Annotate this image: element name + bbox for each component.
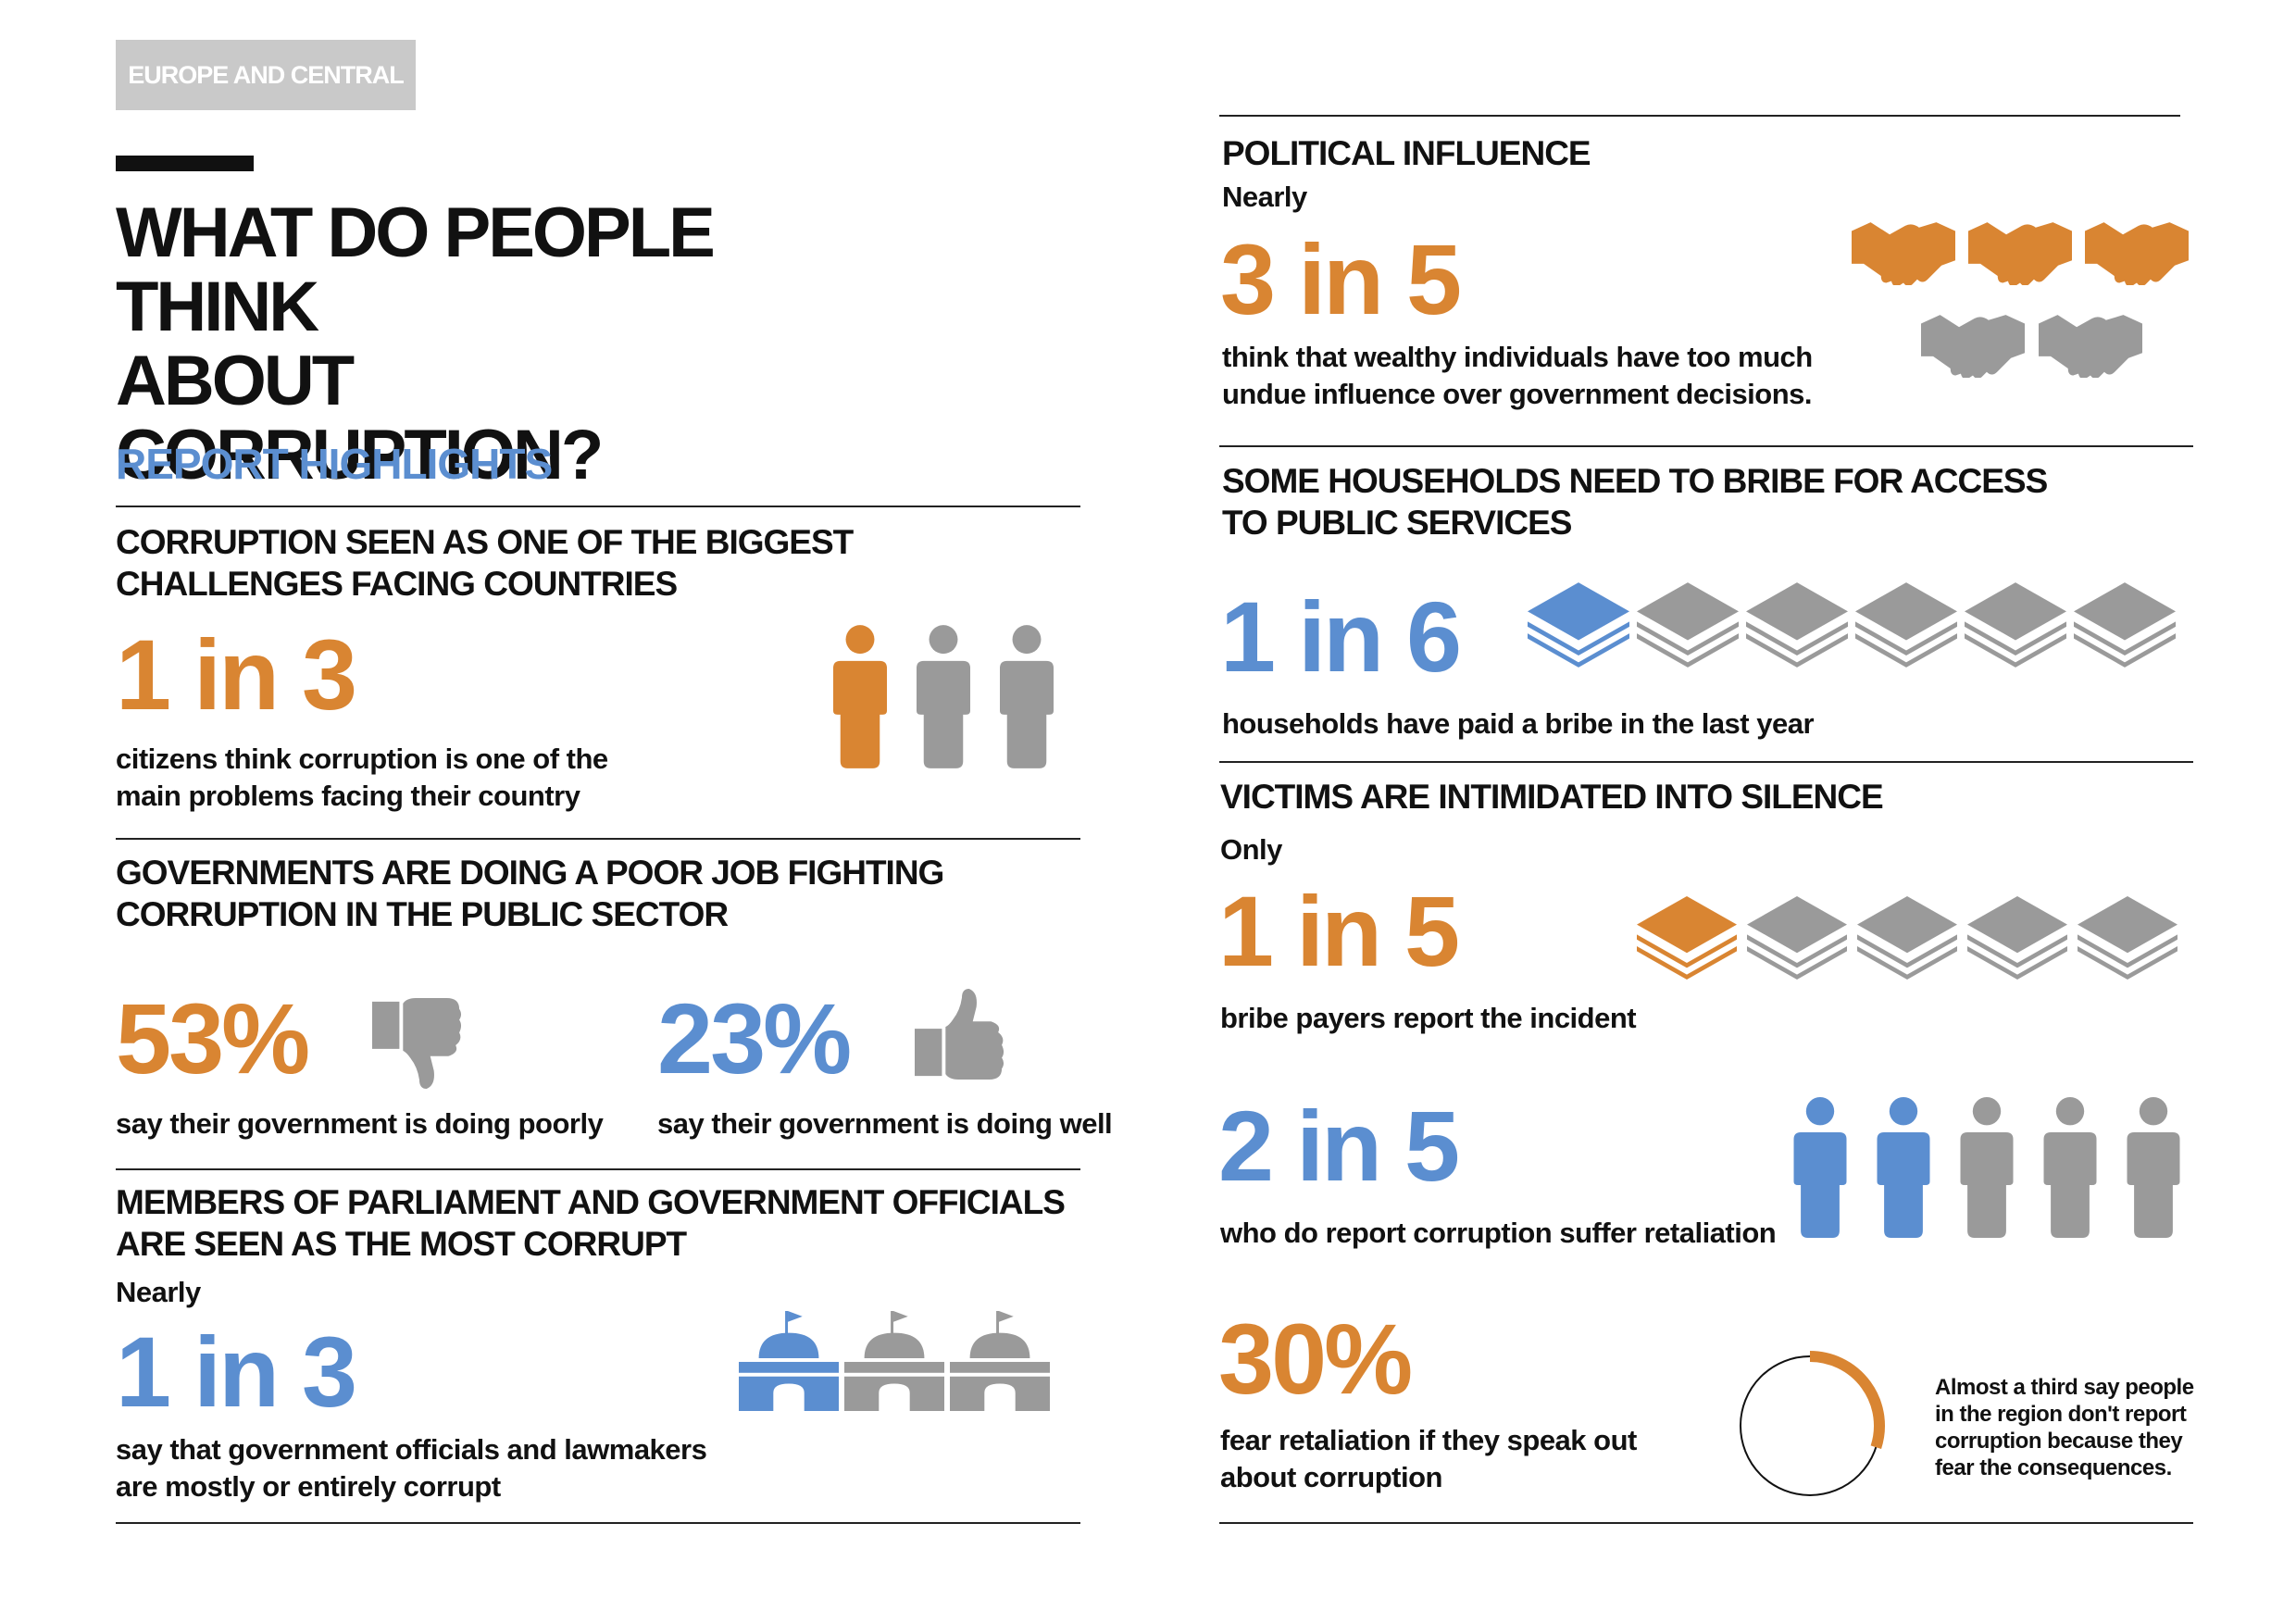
households-heading: SOME HOUSEHOLDS NEED TO BRIBE FOR ACCESS… bbox=[1222, 460, 2048, 543]
fear-note-line-1: Almost a third say people bbox=[1935, 1375, 2194, 1400]
victims-text: bribe payers report the incident bbox=[1220, 1002, 1637, 1034]
money-stack-icon bbox=[1857, 896, 1957, 980]
fear-note-line-3: corruption because they bbox=[1935, 1429, 2183, 1454]
person-icon bbox=[833, 625, 887, 768]
political-heading: POLITICAL INFLUENCE bbox=[1222, 134, 1591, 172]
divider bbox=[116, 1522, 1080, 1524]
retaliation-stat: 2 in 5 bbox=[1218, 1090, 1460, 1202]
governments-poor-text: say their government is doing poorly bbox=[116, 1107, 604, 1140]
person-icon bbox=[2127, 1097, 2180, 1238]
parliament-building-icon bbox=[739, 1311, 839, 1411]
money-stack-icon bbox=[2078, 896, 2177, 980]
governments-heading: GOVERNMENTS ARE DOING A POOR JOB FIGHTIN… bbox=[116, 852, 944, 935]
fear-note: Almost a third say people in the region … bbox=[1935, 1374, 2194, 1481]
political-text-line-1: think that wealthy individuals have too … bbox=[1222, 341, 1813, 373]
divider bbox=[116, 506, 1080, 507]
victims-heading: VICTIMS ARE INTIMIDATED INTO SILENCE bbox=[1220, 778, 1884, 816]
person-icon bbox=[1000, 625, 1054, 768]
divider bbox=[116, 1168, 1080, 1170]
title-accent-bar bbox=[116, 156, 254, 171]
fear-note-line-4: fear the consequences. bbox=[1935, 1455, 2172, 1480]
parliament-heading: MEMBERS OF PARLIAMENT AND GOVERNMENT OFF… bbox=[116, 1181, 1066, 1265]
parliament-building-icons bbox=[739, 1311, 1050, 1411]
retaliation-person-icons bbox=[1793, 1097, 2180, 1238]
governments-poor-stat: 53% bbox=[116, 982, 310, 1094]
handshake-icon bbox=[1968, 222, 2072, 285]
parliament-qualifier: Nearly bbox=[116, 1276, 201, 1308]
political-text-line-2: undue influence over government decision… bbox=[1222, 378, 1813, 410]
challenges-text-line-2: main problems facing their country bbox=[116, 780, 580, 812]
parliament-heading-line-2: ARE SEEN AS THE MOST CORRUPT bbox=[116, 1225, 687, 1263]
challenges-text: citizens think corruption is one of the … bbox=[116, 741, 608, 815]
person-icon bbox=[1877, 1097, 1930, 1238]
person-icon bbox=[917, 625, 970, 768]
fear-text-line-2: about corruption bbox=[1220, 1461, 1442, 1493]
money-stack-icon bbox=[1637, 896, 1737, 980]
fear-text-line-1: fear retaliation if they speak out bbox=[1220, 1424, 1637, 1456]
parliament-heading-line-1: MEMBERS OF PARLIAMENT AND GOVERNMENT OFF… bbox=[116, 1183, 1066, 1221]
money-stack-icon bbox=[1747, 896, 1847, 980]
money-stack-icon bbox=[1746, 582, 1848, 668]
parliament-building-icon bbox=[950, 1311, 1050, 1411]
victims-stat: 1 in 5 bbox=[1218, 875, 1460, 987]
divider bbox=[1219, 445, 2193, 447]
money-stack-icon bbox=[1967, 896, 2067, 980]
divider bbox=[1219, 761, 2193, 763]
fear-text: fear retaliation if they speak out about… bbox=[1220, 1422, 1637, 1496]
parliament-stat: 1 in 3 bbox=[116, 1316, 357, 1428]
challenges-heading: CORRUPTION SEEN AS ONE OF THE BIGGEST CH… bbox=[116, 521, 854, 605]
households-stat: 1 in 6 bbox=[1220, 581, 1462, 693]
region-tag: EUROPE AND CENTRAL ASIA bbox=[116, 40, 416, 159]
fear-ring-chart bbox=[1740, 1351, 1885, 1496]
person-icon bbox=[1960, 1097, 2014, 1238]
divider bbox=[1219, 1522, 2193, 1524]
thumbs-down-icon bbox=[372, 998, 462, 1089]
political-stat: 3 in 5 bbox=[1220, 223, 1462, 335]
parliament-building-icon bbox=[844, 1311, 944, 1411]
challenges-heading-line-2: CHALLENGES FACING COUNTRIES bbox=[116, 565, 678, 603]
households-heading-line-1: SOME HOUSEHOLDS NEED TO BRIBE FOR ACCESS bbox=[1222, 462, 2048, 500]
governments-heading-line-1: GOVERNMENTS ARE DOING A POOR JOB FIGHTIN… bbox=[116, 854, 944, 892]
challenges-person-icons bbox=[833, 625, 1054, 768]
fear-note-line-2: in the region don't report bbox=[1935, 1402, 2187, 1427]
challenges-text-line-1: citizens think corruption is one of the bbox=[116, 743, 608, 775]
money-stack-icon bbox=[2074, 582, 2176, 668]
parliament-text-line-1: say that government officials and lawmak… bbox=[116, 1433, 707, 1466]
households-heading-line-2: TO PUBLIC SERVICES bbox=[1222, 504, 1572, 542]
handshake-icons bbox=[1852, 222, 2189, 378]
handshake-icon bbox=[1921, 315, 2025, 378]
political-text: think that wealthy individuals have too … bbox=[1222, 339, 1813, 413]
money-stack-icon bbox=[1855, 582, 1957, 668]
ring-arc bbox=[1809, 1351, 1885, 1450]
handshake-icon bbox=[2039, 315, 2142, 378]
governments-well-stat: 23% bbox=[657, 982, 852, 1094]
divider bbox=[116, 838, 1080, 840]
money-stack-icon bbox=[1965, 582, 2066, 668]
governments-heading-line-2: CORRUPTION IN THE PUBLIC SECTOR bbox=[116, 895, 729, 933]
page-title-line-1: WHAT DO PEOPLE THINK bbox=[116, 194, 716, 346]
money-stack-icon bbox=[1637, 582, 1739, 668]
parliament-text-line-2: are mostly or entirely corrupt bbox=[116, 1470, 501, 1503]
retaliation-text: who do report corruption suffer retaliat… bbox=[1220, 1217, 1777, 1249]
parliament-text: say that government officials and lawmak… bbox=[116, 1431, 707, 1505]
victims-money-icons bbox=[1637, 896, 2177, 980]
households-money-icons bbox=[1528, 582, 2176, 668]
households-text: households have paid a bribe in the last… bbox=[1222, 707, 1815, 740]
fear-stat: 30% bbox=[1218, 1303, 1413, 1415]
challenges-heading-line-1: CORRUPTION SEEN AS ONE OF THE BIGGEST bbox=[116, 523, 854, 561]
governments-well-text: say their government is doing well bbox=[657, 1107, 1113, 1140]
person-icon bbox=[1793, 1097, 1847, 1238]
handshake-icon bbox=[1852, 222, 1955, 285]
page-title-line-2: ABOUT CORRUPTION? bbox=[116, 342, 604, 494]
handshake-icon bbox=[2085, 222, 2189, 285]
challenges-stat: 1 in 3 bbox=[116, 618, 357, 730]
political-qualifier: Nearly bbox=[1222, 181, 1307, 213]
section-label: REPORT HIGHLIGHTS bbox=[116, 440, 553, 488]
person-icon bbox=[2043, 1097, 2097, 1238]
money-stack-icon bbox=[1528, 582, 1629, 668]
page-title: WHAT DO PEOPLE THINK ABOUT CORRUPTION? bbox=[116, 196, 819, 493]
victims-qualifier: Only bbox=[1220, 833, 1282, 866]
thumbs-up-icon bbox=[915, 989, 1004, 1080]
divider bbox=[1219, 115, 2180, 117]
